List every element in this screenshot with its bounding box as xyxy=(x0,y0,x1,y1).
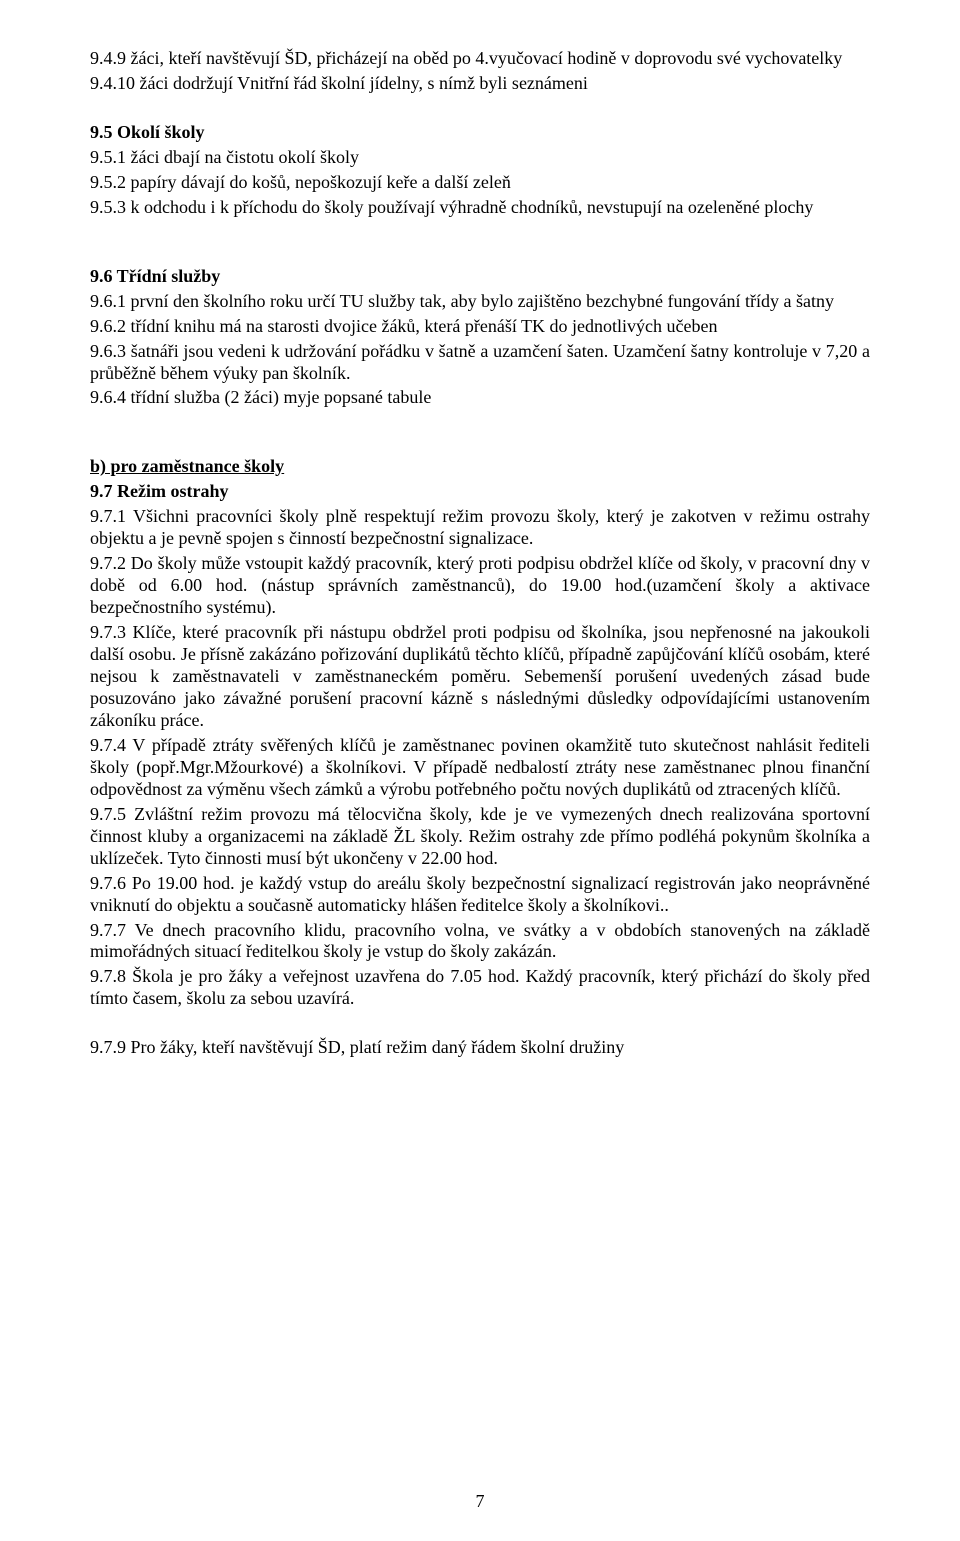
paragraph-9-7-4: 9.7.4 V případě ztráty svěřených klíčů j… xyxy=(90,735,870,801)
paragraph-9-7-9: 9.7.9 Pro žáky, kteří navštěvují ŠD, pla… xyxy=(90,1037,870,1059)
paragraph-9-6-2: 9.6.2 třídní knihu má na starosti dvojic… xyxy=(90,316,870,338)
paragraph-9-6-3: 9.6.3 šatnáři jsou vedeni k udržování po… xyxy=(90,341,870,385)
paragraph-9-7-5: 9.7.5 Zvláštní režim provozu má tělocvič… xyxy=(90,804,870,870)
paragraph-9-4-10: 9.4.10 žáci dodržují Vnitřní řád školní … xyxy=(90,73,870,95)
paragraph-9-5-3: 9.5.3 k odchodu i k příchodu do školy po… xyxy=(90,197,870,219)
paragraph-9-4-9: 9.4.9 žáci, kteří navštěvují ŠD, přicház… xyxy=(90,48,870,70)
spacer xyxy=(90,222,870,266)
paragraph-9-7-8: 9.7.8 Škola je pro žáky a veřejnost uzav… xyxy=(90,966,870,1010)
spacer xyxy=(90,1013,870,1037)
paragraph-9-7-7: 9.7.7 Ve dnech pracovního klidu, pracovn… xyxy=(90,920,870,964)
paragraph-9-7-3: 9.7.3 Klíče, které pracovník při nástupu… xyxy=(90,622,870,732)
heading-b-employees: b) pro zaměstnance školy xyxy=(90,456,870,478)
paragraph-9-7-1: 9.7.1 Všichni pracovníci školy plně resp… xyxy=(90,506,870,550)
document-page: 9.4.9 žáci, kteří navštěvují ŠD, přicház… xyxy=(0,0,960,1541)
spacer xyxy=(90,98,870,122)
paragraph-9-7-6: 9.7.6 Po 19.00 hod. je každý vstup do ar… xyxy=(90,873,870,917)
paragraph-9-6-4: 9.6.4 třídní služba (2 žáci) myje popsan… xyxy=(90,387,870,409)
paragraph-9-6-1: 9.6.1 první den školního roku určí TU sl… xyxy=(90,291,870,313)
spacer xyxy=(90,412,870,456)
heading-9-5: 9.5 Okolí školy xyxy=(90,122,870,144)
paragraph-9-5-1: 9.5.1 žáci dbají na čistotu okolí školy xyxy=(90,147,870,169)
paragraph-9-7-2: 9.7.2 Do školy může vstoupit každý praco… xyxy=(90,553,870,619)
heading-9-6: 9.6 Třídní služby xyxy=(90,266,870,288)
heading-9-7: 9.7 Režim ostrahy xyxy=(90,481,870,503)
page-number: 7 xyxy=(0,1491,960,1513)
paragraph-9-5-2: 9.5.2 papíry dávají do košů, nepoškozují… xyxy=(90,172,870,194)
